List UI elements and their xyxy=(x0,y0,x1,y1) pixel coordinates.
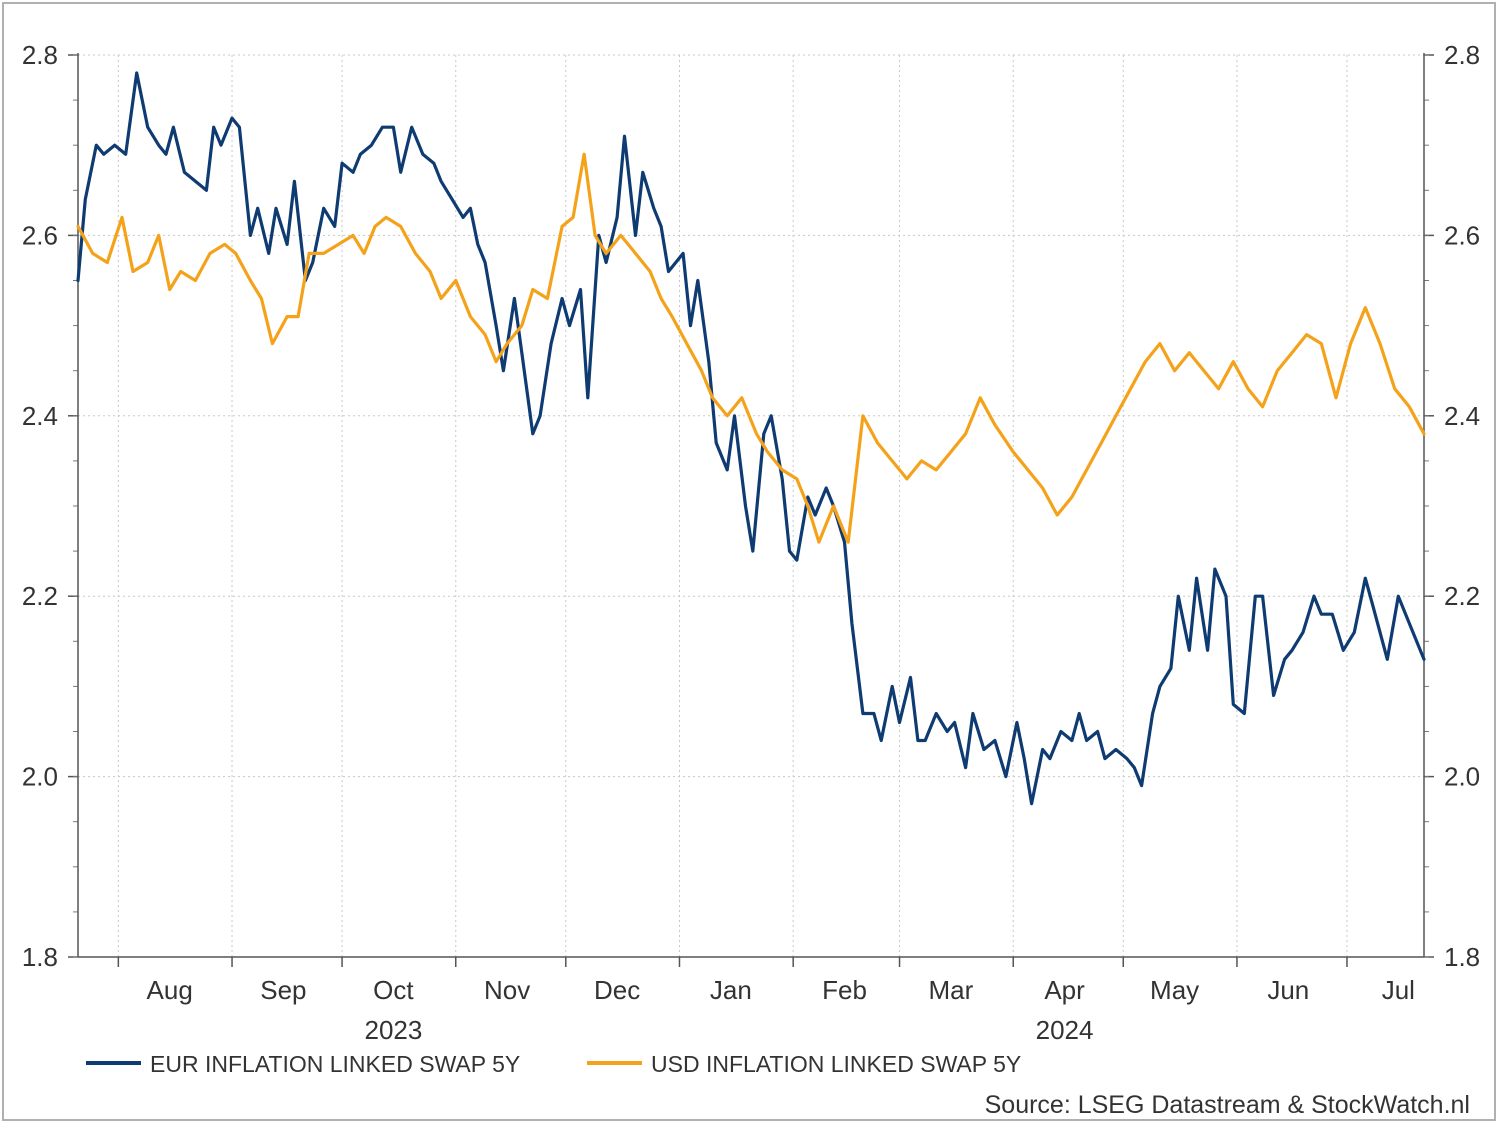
x-tick-label: May xyxy=(1150,975,1199,1005)
x-tick-label: Apr xyxy=(1044,975,1085,1005)
y-tick-label-right: 2.6 xyxy=(1444,220,1480,250)
x-tick-label: Jul xyxy=(1382,975,1415,1005)
y-tick-label-left: 2.2 xyxy=(22,581,58,611)
x-tick-label: Mar xyxy=(928,975,973,1005)
x-tick-label: Sep xyxy=(260,975,306,1005)
x-year-label: 2023 xyxy=(364,1015,422,1045)
legend: EUR INFLATION LINKED SWAP 5Y USD INFLATI… xyxy=(86,1051,1021,1077)
y-tick-label-right: 2.0 xyxy=(1444,762,1480,792)
legend-usd-label: USD INFLATION LINKED SWAP 5Y xyxy=(651,1051,1021,1077)
y-tick-label-left: 2.4 xyxy=(22,401,58,431)
x-tick-label: Oct xyxy=(373,975,414,1005)
series-line-usd xyxy=(76,152,1426,544)
x-tick-label: Feb xyxy=(822,975,867,1005)
y-tick-label-right: 2.2 xyxy=(1444,581,1480,611)
y-tick-label-right: 2.8 xyxy=(1444,40,1480,70)
source-note: Source: LSEG Datastream & StockWatch.nl xyxy=(985,1091,1470,1119)
grid xyxy=(78,54,1424,958)
y-tick-label-left: 2.0 xyxy=(22,762,58,792)
y-tick-label-left: 1.8 xyxy=(22,942,58,972)
x-tick-label: Nov xyxy=(484,975,530,1005)
axes: 1.8 1.8 2.0 2.0 2.2 2.2 2.4 2.4 2.6 2.6 2.8 2.8 Aug S… xyxy=(22,40,1480,1045)
x-tick-label: Jun xyxy=(1267,975,1309,1005)
y-tick-label-left: 2.6 xyxy=(22,220,58,250)
x-tick-label: Dec xyxy=(594,975,640,1005)
series-layer xyxy=(76,71,1426,806)
y-tick-label-right: 2.4 xyxy=(1444,401,1480,431)
x-tick-label: Jan xyxy=(710,975,752,1005)
x-year-label: 2024 xyxy=(1036,1015,1094,1045)
legend-eur-label: EUR INFLATION LINKED SWAP 5Y xyxy=(150,1051,520,1077)
x-tick-label: Aug xyxy=(147,975,193,1005)
series-line-eur xyxy=(76,71,1426,806)
y-tick-label-left: 2.8 xyxy=(22,40,58,70)
y-tick-label-right: 1.8 xyxy=(1444,942,1480,972)
